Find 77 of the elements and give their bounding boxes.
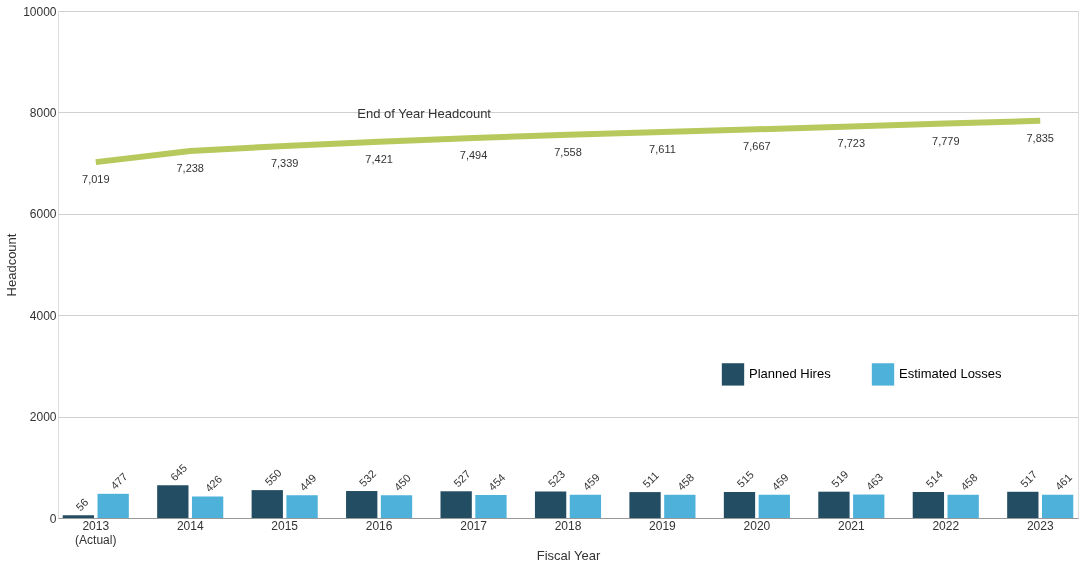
data-label: 458 bbox=[958, 471, 980, 493]
bar bbox=[947, 494, 979, 518]
data-label: 7,494 bbox=[459, 149, 488, 162]
bar bbox=[440, 491, 472, 518]
data-label: 532 bbox=[356, 467, 379, 489]
x-tick-label: 2017 bbox=[460, 518, 488, 533]
x-tick-label: 2016 bbox=[365, 518, 393, 533]
data-label: 459 bbox=[769, 471, 791, 493]
y-tick-label: 2000 bbox=[29, 410, 57, 425]
x-tick-label: 2018 bbox=[554, 518, 582, 533]
data-label: 514 bbox=[923, 468, 945, 490]
x-tick-label: 2013 (Actual) bbox=[75, 518, 117, 547]
data-label: 7,238 bbox=[176, 162, 204, 175]
legend-label: Estimated Losses bbox=[899, 366, 1003, 382]
bar bbox=[62, 515, 95, 518]
y-tick-label: 0 bbox=[49, 511, 57, 526]
data-label: 517 bbox=[1017, 468, 1040, 490]
x-tick-label: 2019 bbox=[649, 518, 677, 533]
y-axis-title: Headcount bbox=[4, 233, 20, 297]
data-label: 7,779 bbox=[932, 134, 960, 147]
x-axis-title: Fiscal Year bbox=[536, 547, 601, 563]
x-tick-label: 2022 bbox=[932, 518, 960, 533]
bar bbox=[818, 491, 850, 518]
data-label: 450 bbox=[391, 471, 414, 494]
bar bbox=[380, 495, 413, 518]
x-tick-label: 2023 bbox=[1026, 518, 1054, 533]
data-label: 463 bbox=[863, 470, 886, 493]
data-label: 461 bbox=[1052, 471, 1075, 493]
bar bbox=[723, 491, 756, 518]
legend-label: Planned Hires bbox=[749, 366, 832, 382]
data-label: 7,835 bbox=[1026, 131, 1054, 144]
x-tick-label: 2021 bbox=[837, 518, 865, 533]
y-tick-label: 8000 bbox=[29, 105, 57, 120]
data-label: 7,339 bbox=[270, 156, 299, 169]
data-label: 523 bbox=[545, 467, 568, 490]
series-label: End of Year Headcount bbox=[357, 105, 492, 121]
bar bbox=[97, 493, 129, 518]
bar bbox=[569, 494, 602, 518]
data-label: 7,611 bbox=[649, 143, 676, 156]
data-label: 477 bbox=[108, 470, 130, 492]
data-label: 550 bbox=[262, 466, 284, 488]
data-label: 56 bbox=[73, 495, 91, 514]
x-tick-label: 2020 bbox=[743, 518, 771, 533]
x-tick-label: 2015 bbox=[271, 518, 299, 533]
data-label: 426 bbox=[202, 472, 225, 495]
bar bbox=[758, 494, 790, 518]
y-tick-label: 4000 bbox=[29, 308, 57, 323]
data-label: 7,667 bbox=[743, 140, 771, 153]
bar bbox=[534, 491, 567, 518]
bar bbox=[346, 491, 378, 518]
data-label: 458 bbox=[674, 471, 697, 493]
data-label: 515 bbox=[734, 468, 757, 490]
bar bbox=[1041, 494, 1074, 518]
data-label: 527 bbox=[451, 467, 473, 490]
y-tick-label: 6000 bbox=[29, 207, 57, 222]
data-label: 7,558 bbox=[554, 145, 582, 158]
y-tick-label: 10000 bbox=[23, 4, 57, 19]
x-tick-label: 2014 bbox=[176, 518, 204, 533]
bar bbox=[853, 494, 885, 518]
data-label: 449 bbox=[297, 471, 319, 494]
bar bbox=[629, 492, 661, 518]
data-label: 519 bbox=[828, 468, 851, 490]
bar bbox=[157, 485, 189, 518]
data-label: 511 bbox=[640, 469, 661, 490]
data-label: 7,723 bbox=[837, 137, 866, 150]
bar bbox=[1007, 491, 1039, 518]
bar bbox=[191, 496, 224, 518]
bar bbox=[251, 490, 283, 518]
bar bbox=[475, 494, 507, 518]
bar bbox=[664, 494, 696, 518]
data-label: 7,421 bbox=[365, 152, 393, 165]
data-label: 459 bbox=[580, 471, 602, 493]
data-label: 454 bbox=[486, 471, 508, 493]
data-label: 645 bbox=[167, 461, 190, 484]
data-label: 7,019 bbox=[82, 173, 110, 186]
bar bbox=[912, 491, 945, 518]
bar bbox=[286, 495, 318, 518]
